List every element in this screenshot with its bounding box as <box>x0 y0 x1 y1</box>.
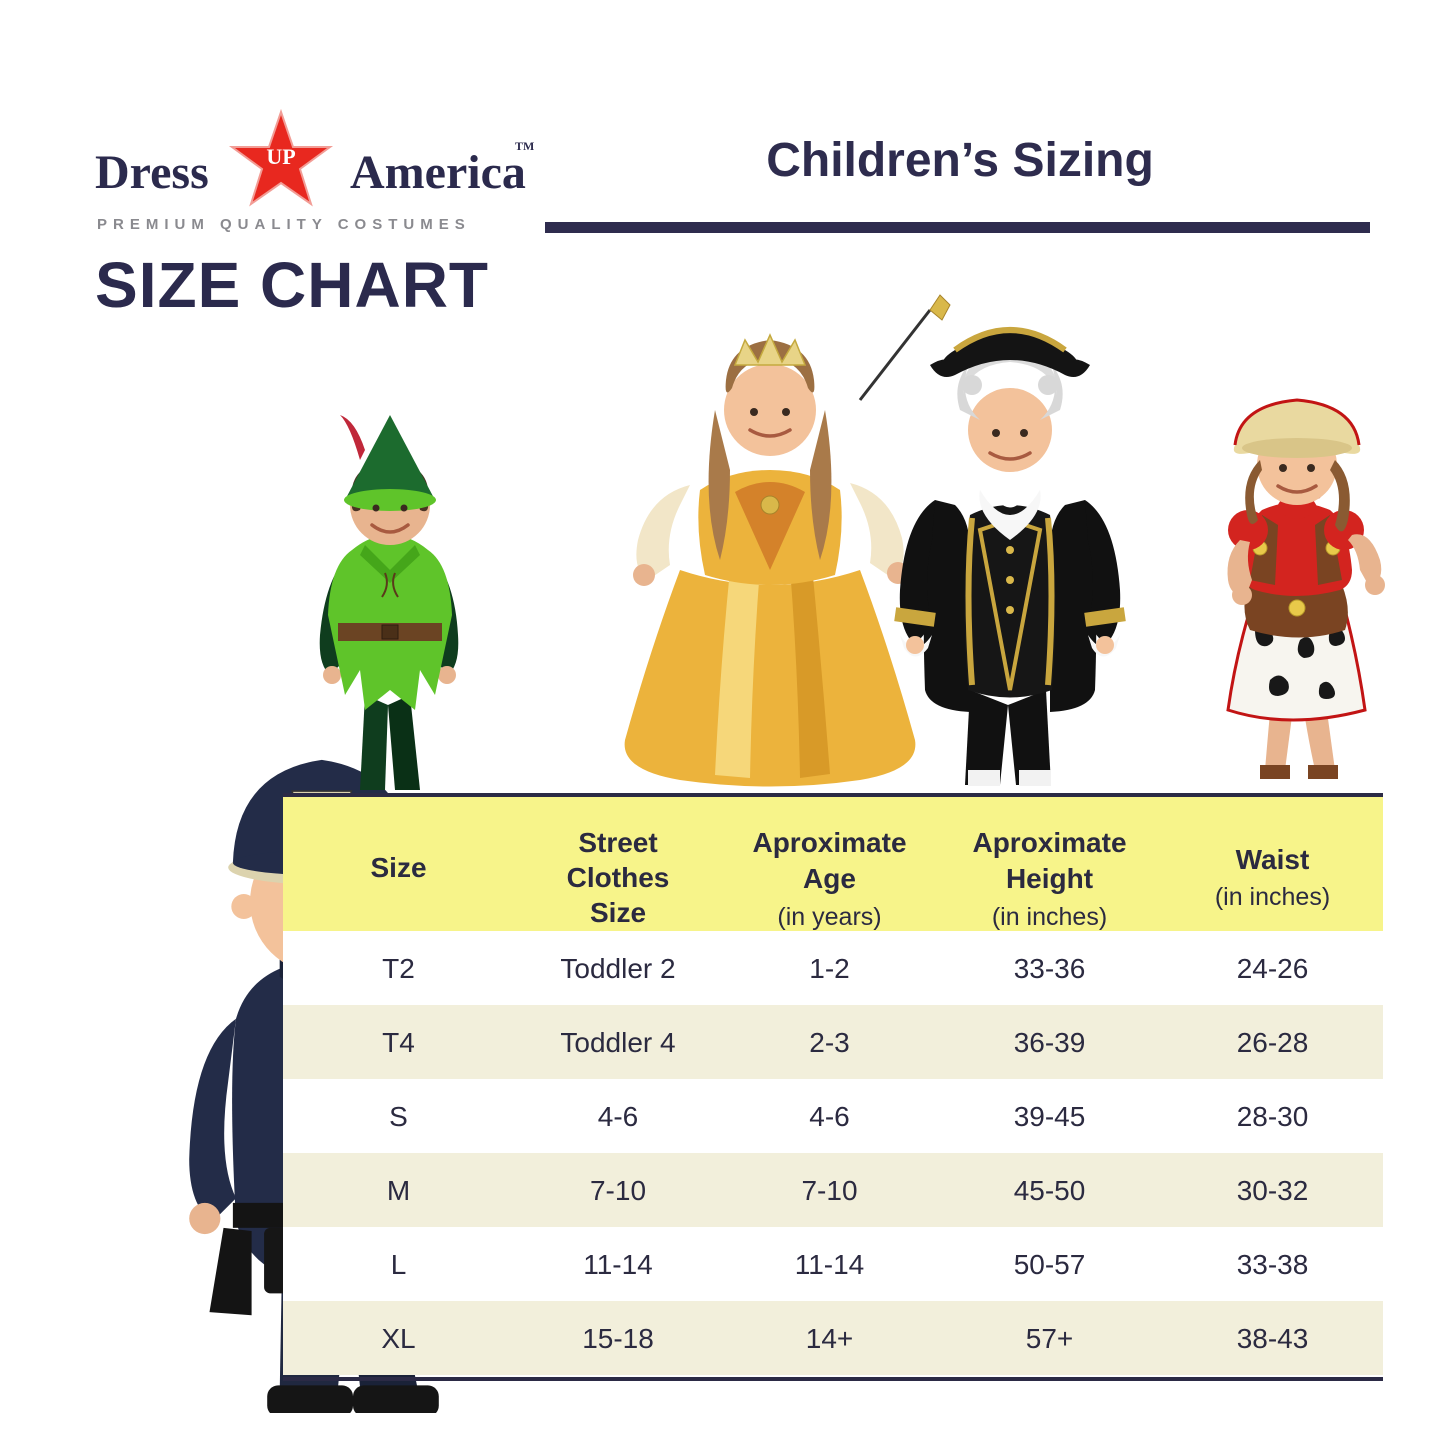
svg-text:America: America <box>350 146 526 199</box>
svg-text:UP: UP <box>266 144 295 169</box>
svg-text:Dress: Dress <box>95 146 209 199</box>
